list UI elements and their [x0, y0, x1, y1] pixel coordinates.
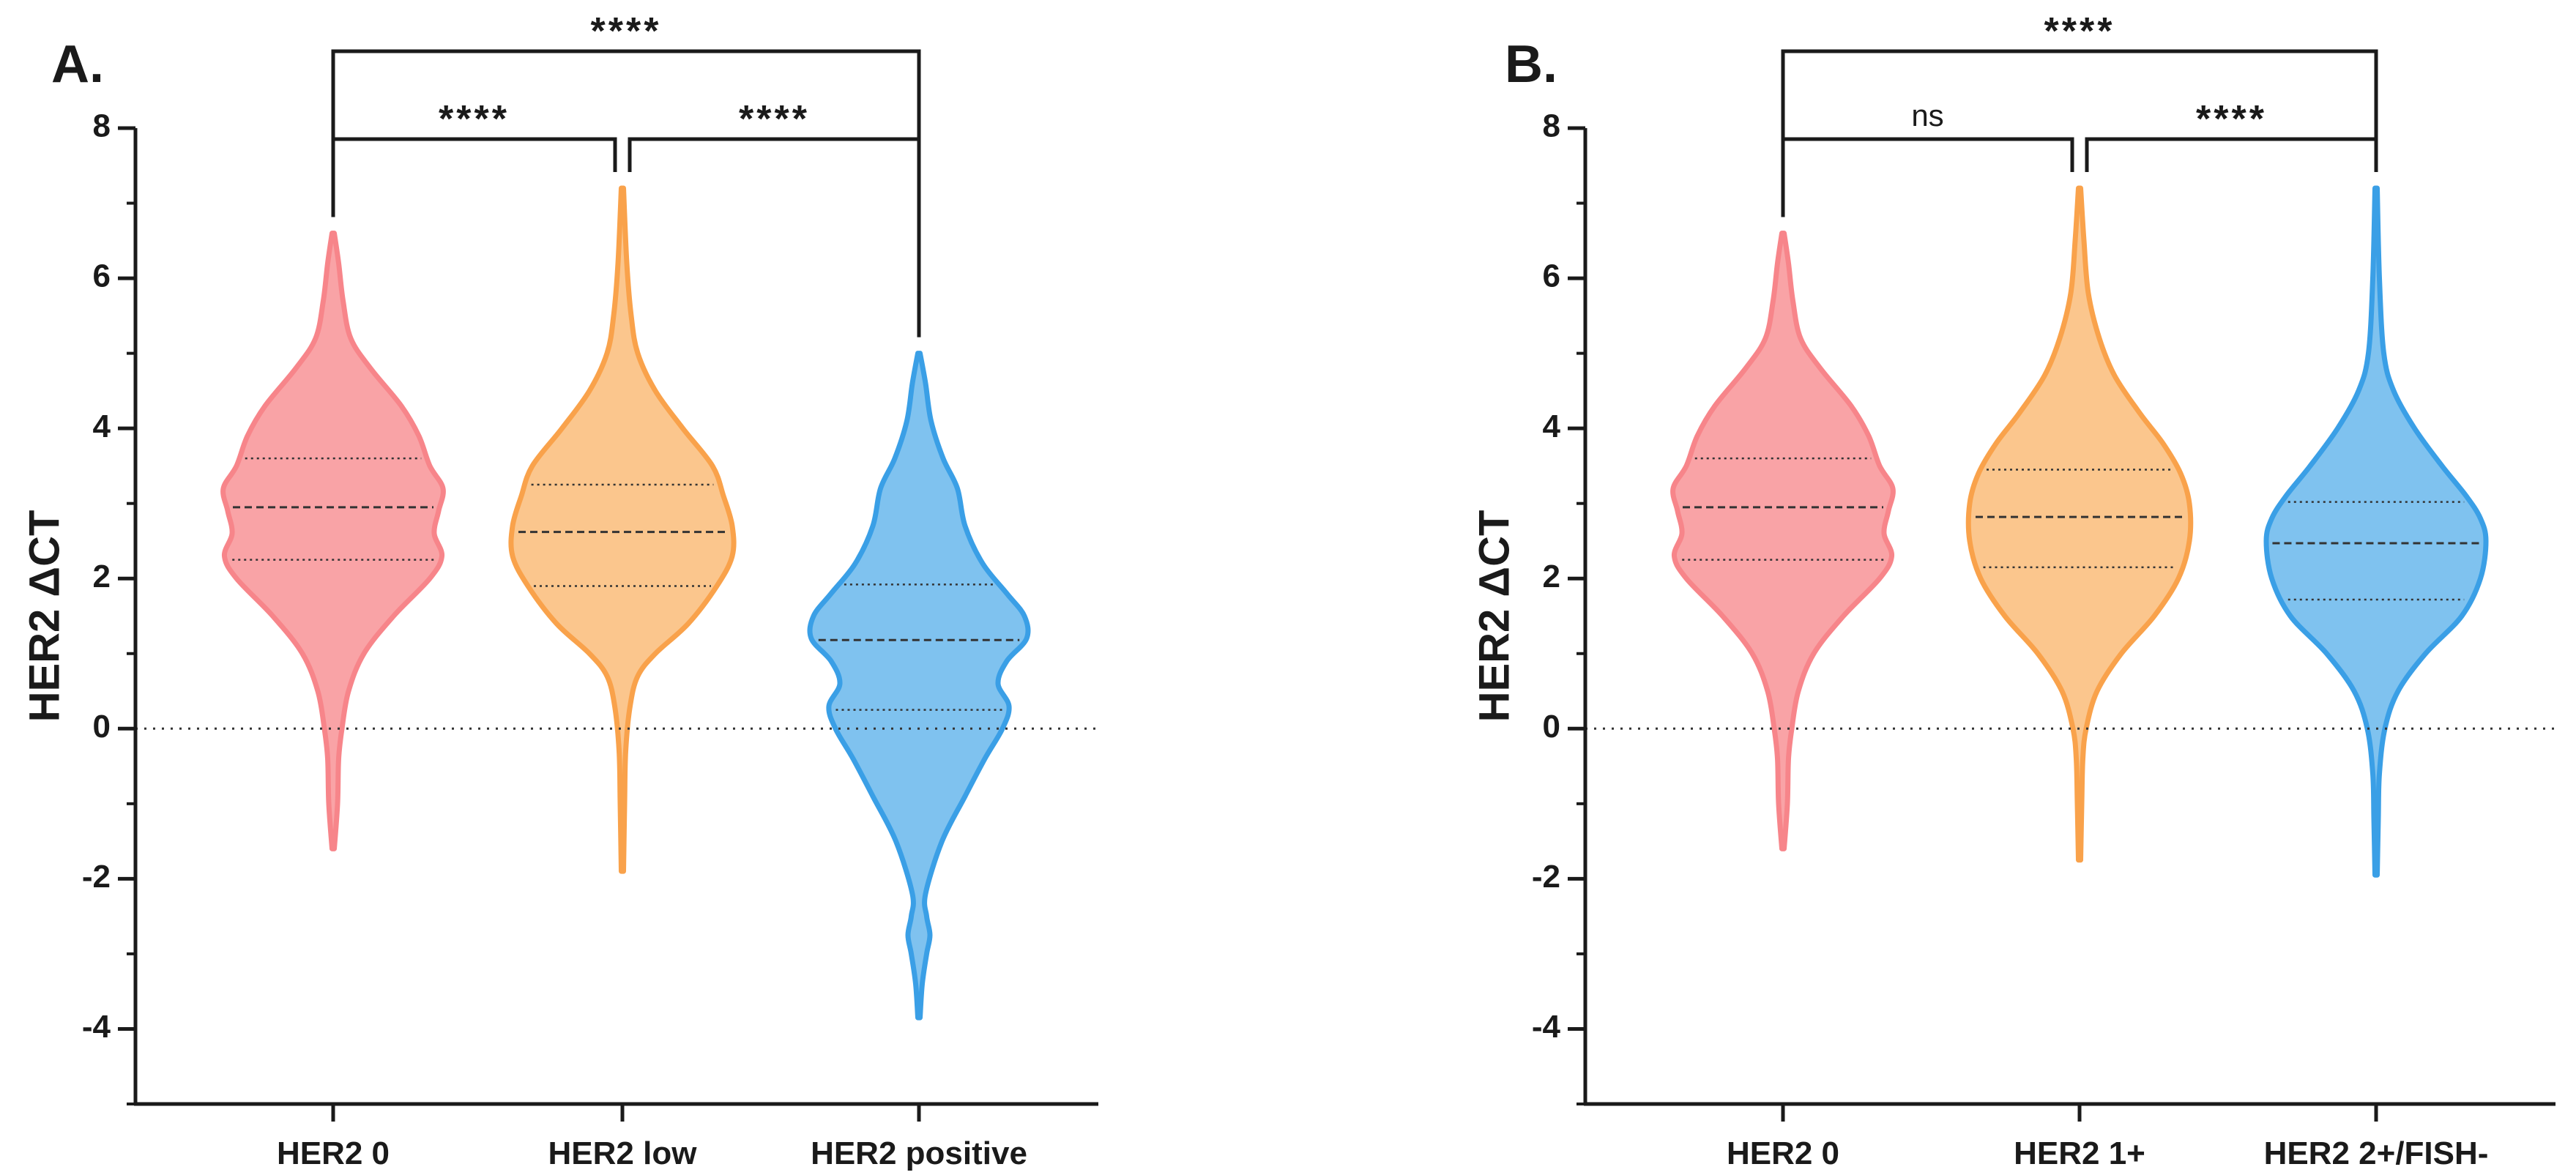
violin-her2-0	[1670, 231, 1896, 851]
violin-her2-2-fish-	[2263, 185, 2489, 878]
y-tick-label: 4	[93, 409, 111, 444]
y-tick-label: -2	[82, 859, 111, 895]
x-category-label: HER2 1+	[2014, 1135, 2145, 1171]
violin-her2-positive	[807, 351, 1031, 1021]
panel-a: A. HER2 ΔCT -4 -2 0 2 4 6 8 HER2 0 HER2 low HER2 po…	[21, 10, 1098, 1171]
significance-label: ****	[2044, 10, 2115, 53]
significance-bracket	[628, 137, 921, 337]
y-tick-label: 6	[1543, 258, 1560, 294]
x-category-label: HER2 low	[548, 1135, 698, 1171]
y-axis-label: HER2 ΔCT	[21, 510, 68, 723]
panel-b: B. HER2 ΔCT -4 -2 0 2 4 6 8 HER2 0 HER2 1+ HER2 2+/…	[1470, 10, 2555, 1171]
y-tick-label: 2	[93, 559, 111, 594]
y-tick-label: 2	[1543, 559, 1560, 594]
y-axis-label: HER2 ΔCT	[1470, 510, 1518, 723]
significance-label: ****	[591, 10, 662, 53]
significance-bracket	[2085, 137, 2378, 173]
x-category-label: HER2 0	[277, 1135, 390, 1171]
significance-bracket	[331, 137, 617, 217]
panel-label: A.	[51, 35, 104, 94]
y-tick-label: -4	[1532, 1009, 1561, 1045]
y-tick-label: -2	[1532, 859, 1560, 895]
x-category-label: HER2 2+/FISH-	[2264, 1135, 2489, 1171]
y-tick-label: 4	[1543, 409, 1561, 444]
y-tick-label: 6	[93, 258, 111, 294]
significance-label: ****	[739, 98, 810, 141]
y-tick-label: -4	[82, 1009, 111, 1045]
y-tick-label: 0	[1543, 709, 1560, 745]
significance-label: ns	[1911, 98, 1943, 133]
violin-her2-low	[508, 185, 737, 874]
x-category-label: HER2 positive	[811, 1135, 1027, 1171]
y-tick-label: 0	[93, 709, 111, 745]
significance-bracket	[1781, 137, 2074, 217]
significance-bracket	[1781, 49, 2378, 139]
significance-label: ****	[2196, 98, 2267, 141]
panel-label: B.	[1505, 35, 1557, 94]
x-category-label: HER2 0	[1727, 1135, 1839, 1171]
violin-her2-0	[220, 231, 446, 851]
significance-bracket	[331, 49, 921, 139]
violin-her2-1-	[1965, 185, 2194, 863]
y-tick-label: 8	[93, 108, 111, 144]
y-tick-label: 8	[1543, 108, 1560, 144]
significance-label: ****	[439, 98, 510, 141]
